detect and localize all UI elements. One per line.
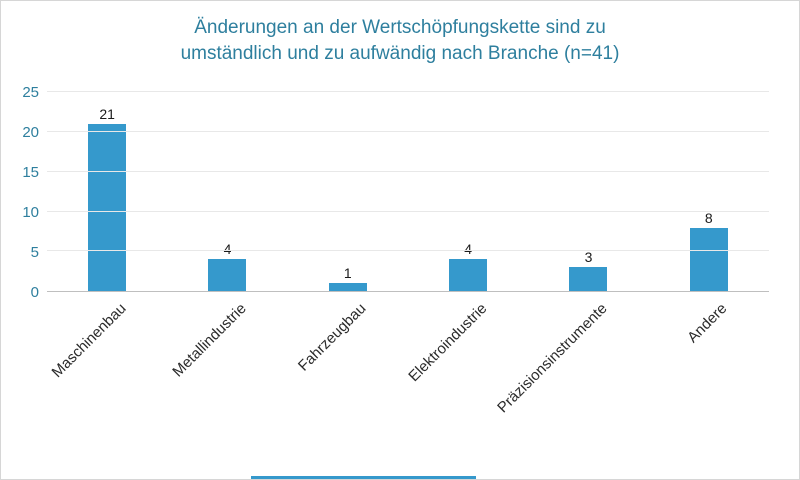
y-tick-label: 0 [30, 283, 39, 301]
data-label: 4 [464, 241, 473, 258]
x-axis-label: Elektroindustrie [405, 300, 491, 386]
x-axis-label: Andere [684, 300, 731, 347]
x-axis-label: Fahrzeugbau [295, 300, 370, 375]
bar-column: 4 [167, 92, 287, 292]
y-tick-label: 20 [22, 123, 39, 141]
x-label-cell: Metallindustrie [167, 292, 287, 460]
bar [449, 259, 488, 292]
data-label: 3 [584, 249, 593, 266]
bar [569, 267, 608, 292]
bar-column: 21 [47, 92, 167, 292]
x-label-cell: Maschinenbau [47, 292, 167, 460]
y-tick-label: 10 [22, 203, 39, 221]
gridline [47, 210, 769, 212]
gridline [47, 131, 769, 133]
data-label: 8 [704, 209, 713, 226]
y-tick-label: 5 [30, 243, 39, 261]
x-label-cell: Fahrzeugbau [288, 292, 408, 460]
bars-group: 21 4 1 4 3 8 [47, 92, 769, 292]
gridline [47, 170, 769, 172]
bar-column: 1 [288, 92, 408, 292]
bar-column: 3 [528, 92, 648, 292]
gridline [47, 250, 769, 252]
bar [689, 227, 728, 292]
bar [328, 283, 367, 292]
y-tick-label: 15 [22, 163, 39, 181]
data-label: 21 [99, 106, 115, 123]
data-label: 4 [223, 241, 232, 258]
chart-title: Änderungen an der Wertschöpfungskette si… [180, 17, 620, 64]
x-axis-label: Maschinenbau [48, 300, 130, 382]
bar-column: 8 [649, 92, 769, 292]
y-tick-label: 25 [22, 83, 39, 101]
x-label-cell: Präzisionsinstrumente [494, 292, 648, 460]
data-label: 1 [343, 265, 352, 282]
bar [208, 259, 247, 292]
gridline [47, 91, 769, 93]
plot-row: 0 5 10 15 20 25 21 4 1 4 3 8 [1, 85, 799, 300]
plot-area: 21 4 1 4 3 8 [47, 91, 769, 293]
x-axis-label: Metallindustrie [169, 300, 250, 381]
bottom-accent-strip [251, 476, 476, 479]
x-label-cell: Elektroindustrie [405, 292, 528, 460]
x-label-cell: Andere [649, 292, 769, 460]
bar-column: 4 [408, 92, 528, 292]
y-axis: 0 5 10 15 20 25 [13, 85, 47, 300]
bar [88, 124, 127, 292]
x-axis-labels: Maschinenbau Metallindustrie Fahrzeugbau El… [1, 292, 799, 460]
